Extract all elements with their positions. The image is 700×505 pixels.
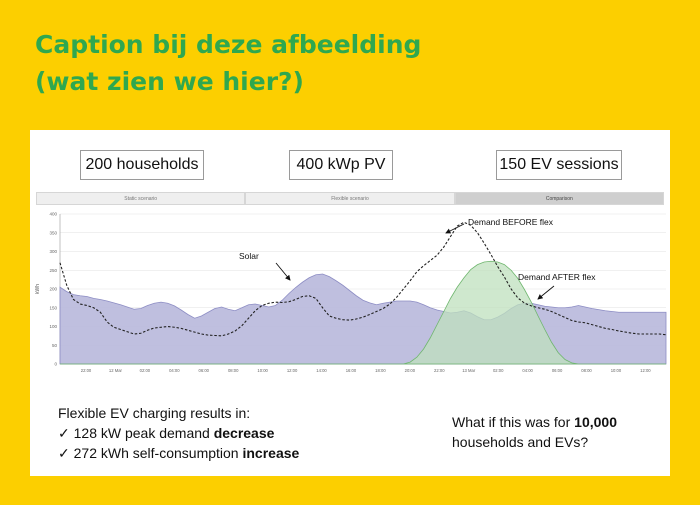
stat-households: 200 households <box>80 150 204 180</box>
annotation-demand-after-flex-arrow <box>537 285 555 300</box>
summary-line-selfconsumption: ✓ 272 kWh self-consumption increase <box>58 443 299 463</box>
annotation-solar: Solar <box>239 251 259 261</box>
x-tick-label: 14:00 <box>316 368 327 373</box>
annotation-demand-before-flex-arrow <box>445 223 465 234</box>
x-tick-label: 04:00 <box>522 368 533 373</box>
y-tick-label: 400 <box>49 212 57 217</box>
series-demand-before-flex-line <box>59 221 667 337</box>
x-tick-label: 10:00 <box>611 368 622 373</box>
x-tick-label: 06:00 <box>199 368 210 373</box>
x-tick-label: 02:00 <box>493 368 504 373</box>
x-tick-label: 18:00 <box>375 368 386 373</box>
x-tick-label: 06:00 <box>552 368 563 373</box>
y-tick-label: 0 <box>54 362 57 367</box>
summary-heading: Flexible EV charging results in: <box>58 405 251 421</box>
annotation-demand-before-flex: Demand BEFORE flex <box>468 217 554 227</box>
x-tick-label: 12 Mar <box>109 368 123 373</box>
x-tick-label: 08:00 <box>228 368 239 373</box>
series-solar-area <box>60 260 666 365</box>
y-tick-label: 200 <box>49 287 57 292</box>
x-tick-label: 12:00 <box>640 368 651 373</box>
tab-static-scenario[interactable]: Static scenario <box>36 192 246 205</box>
tab-flexible-scenario[interactable]: Flexible scenario <box>245 192 455 205</box>
x-tick-label: 04:00 <box>169 368 180 373</box>
x-tick-label: 22:00 <box>434 368 445 373</box>
series-demand-after-flex-area <box>59 273 667 365</box>
x-tick-label: 10:00 <box>257 368 268 373</box>
question-prefix: What if this was for <box>452 414 575 430</box>
x-tick-label: 08:00 <box>581 368 592 373</box>
summary-line-peak-text: ✓ 128 kW peak demand <box>58 425 214 441</box>
y-axis-label: kWh <box>35 284 41 294</box>
results-summary: Flexible EV charging results in: ✓ 128 k… <box>58 403 299 463</box>
annotation-demand-after-flex: Demand AFTER flex <box>518 272 596 282</box>
y-tick-label: 150 <box>49 305 57 310</box>
y-tick-label: 50 <box>52 343 58 348</box>
scenario-tabs: Static scenario Flexible scenario Compar… <box>36 192 664 205</box>
summary-line-peak: ✓ 128 kW peak demand decrease <box>58 423 299 443</box>
title-line-1: Caption bij deze afbeelding <box>35 30 422 59</box>
summary-line-peak-bold: decrease <box>213 425 275 441</box>
x-tick-label: 20:00 <box>405 368 416 373</box>
figure-card: 200 households 400 kWp PV 150 EV session… <box>30 130 670 476</box>
question-bold: 10,000 <box>574 414 617 430</box>
energy-chart: 0 50 100 150 200 250 300 350 400 kWh 22:00 12 Mar 02… <box>35 212 667 373</box>
stat-ev-sessions: 150 EV sessions <box>496 150 622 180</box>
stat-pv: 400 kWp PV <box>289 150 393 180</box>
x-tick-label: 12:00 <box>287 368 298 373</box>
title-line-2: (wat zien we hier?) <box>35 67 304 96</box>
annotation-solar-arrow <box>275 262 291 281</box>
page-title: Caption bij deze afbeelding (wat zien we… <box>35 26 421 100</box>
y-tick-label: 100 <box>49 324 57 329</box>
x-tick-label: 02:00 <box>140 368 151 373</box>
y-tick-label: 350 <box>49 230 57 235</box>
summary-line-self-bold: increase <box>242 445 300 461</box>
x-tick-label: 16:00 <box>346 368 357 373</box>
question-text: What if this was for 10,000 households a… <box>452 412 617 452</box>
summary-line-self-text: ✓ 272 kWh self-consumption <box>58 445 243 461</box>
y-tick-label: 250 <box>49 268 57 273</box>
y-tick-label: 300 <box>49 249 57 254</box>
question-suffix: households and EVs? <box>452 434 589 450</box>
tab-comparison[interactable]: Comparison <box>454 192 664 205</box>
x-tick-label: 22:00 <box>81 368 92 373</box>
x-tick-label: 13 Mar <box>462 368 476 373</box>
